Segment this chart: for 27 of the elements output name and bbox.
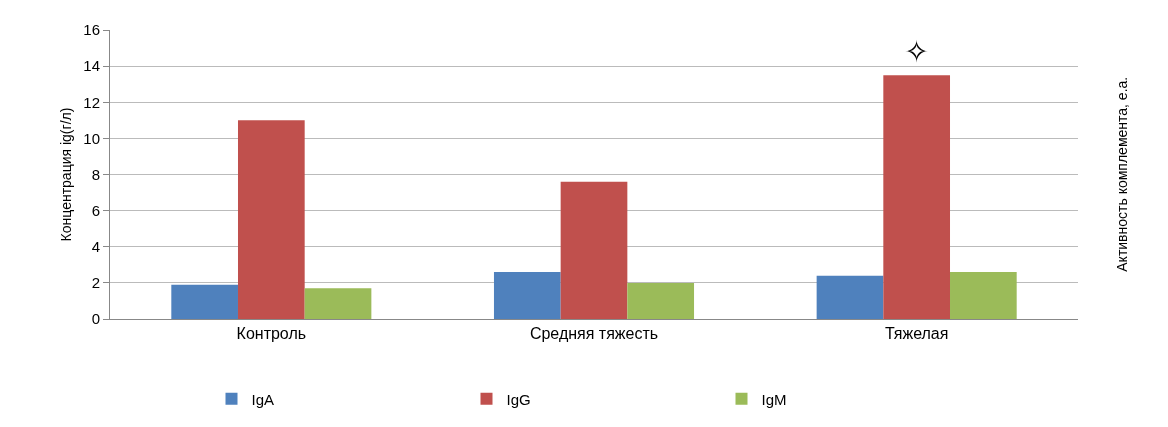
x-tick-label: Контроль [236,325,307,343]
bar [171,284,238,319]
bar [304,288,372,319]
y-tick-label: 6 [91,201,100,219]
bar [883,75,951,319]
bar [237,120,305,319]
legend-label: IgA [251,390,275,408]
x-tick-label: Средняя тяжесть [529,325,659,343]
y-tick-label: 0 [91,310,100,328]
x-tick-label: Тяжелая [884,325,949,343]
legend-label: IgM [761,390,787,408]
y-tick-label: 2 [91,274,100,292]
bar [560,181,628,319]
y-tick-label: 4 [91,238,100,255]
legend-label: IgG [506,390,531,408]
y-tick-label: 14 [83,57,100,75]
y2-axis-title: Активность комплемента, е.а. [1113,76,1130,272]
y-tick-label: 8 [91,165,100,183]
y-tick-label: 12 [83,93,100,111]
bar [950,272,1017,319]
annotation: ✧ [904,34,930,69]
bar [493,272,561,319]
y-axis-title: Концентрация ig(г/л) [57,107,74,242]
bar [816,275,884,319]
bar [627,282,695,319]
y-tick-label: 16 [83,21,100,39]
y-tick-label: 10 [83,129,100,147]
